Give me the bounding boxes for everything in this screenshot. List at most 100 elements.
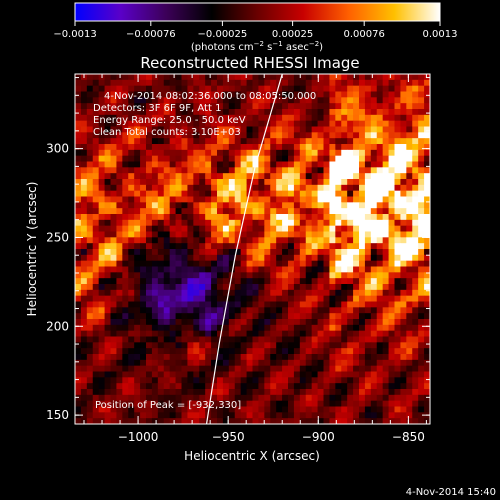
heatmap-pixel — [424, 138, 430, 145]
heatmap-pixel — [92, 103, 100, 110]
heatmap-pixel — [175, 219, 182, 227]
heatmap-pixel — [222, 365, 230, 372]
heatmap-pixel — [317, 330, 324, 337]
heatmap-pixel — [364, 278, 372, 285]
heatmap-pixel — [228, 412, 236, 419]
heatmap-pixel — [246, 319, 253, 326]
heatmap-pixel — [293, 324, 301, 332]
heatmap-pixel — [347, 126, 354, 133]
heatmap-pixel — [151, 307, 159, 314]
heatmap-pixel — [134, 231, 141, 238]
heatmap-pixel — [175, 74, 182, 81]
heatmap-pixel — [86, 412, 94, 419]
heatmap-pixel — [146, 278, 153, 285]
heatmap-pixel — [146, 365, 153, 372]
heatmap-pixel — [169, 103, 176, 110]
heatmap-pixel — [116, 254, 123, 262]
heatmap-pixel — [299, 167, 307, 174]
heatmap-pixel — [199, 231, 206, 238]
heatmap-pixel — [217, 126, 224, 133]
heatmap-pixel — [75, 260, 82, 267]
heatmap-pixel — [364, 389, 372, 396]
heatmap-pixel — [412, 418, 419, 424]
heatmap-pixel — [412, 231, 419, 238]
heatmap-pixel — [134, 354, 141, 361]
heatmap-pixel — [169, 167, 176, 174]
heatmap-pixel — [359, 120, 366, 127]
heatmap-pixel — [347, 190, 354, 197]
heatmap-pixel — [104, 365, 111, 372]
heatmap-pixel — [347, 109, 354, 116]
heatmap-pixel — [246, 237, 253, 244]
heatmap-pixel — [270, 214, 277, 221]
heatmap-pixel — [151, 348, 159, 355]
heatmap-pixel — [288, 196, 295, 203]
colorbar — [74, 2, 441, 22]
heatmap-pixel — [116, 389, 123, 396]
heatmap-pixel — [293, 179, 301, 186]
heatmap-pixel — [140, 412, 147, 419]
heatmap-pixel — [341, 359, 348, 367]
heatmap-pixel — [110, 173, 117, 180]
heatmap-pixel — [317, 301, 324, 308]
heatmap-pixel — [128, 91, 135, 98]
heatmap-pixel — [163, 289, 171, 297]
heatmap-pixel — [270, 371, 277, 378]
heatmap-pixel — [341, 79, 348, 87]
heatmap-pixel — [353, 225, 360, 232]
heatmap-pixel — [376, 114, 384, 122]
heatmap-pixel — [222, 184, 230, 192]
heatmap-pixel — [193, 155, 200, 162]
heatmap-pixel — [246, 109, 253, 116]
heatmap-pixel — [258, 383, 265, 390]
heatmap-pixel — [317, 272, 324, 279]
heatmap-pixel — [146, 126, 153, 133]
heatmap-pixel — [181, 377, 188, 384]
heatmap-pixel — [252, 243, 259, 250]
heatmap-pixel — [335, 114, 342, 122]
heatmap-pixel — [400, 202, 407, 209]
heatmap-pixel — [370, 406, 378, 413]
heatmap-pixel — [151, 412, 159, 419]
heatmap-pixel — [264, 412, 271, 419]
heatmap-pixel — [151, 120, 159, 127]
heatmap-pixel — [122, 155, 129, 162]
heatmap-pixel — [246, 231, 253, 238]
heatmap-pixel — [347, 324, 354, 332]
heatmap-pixel — [75, 179, 82, 186]
heatmap-pixel — [293, 278, 301, 285]
heatmap-pixel — [181, 359, 188, 367]
heatmap-pixel — [252, 155, 259, 162]
heatmap-pixel — [311, 389, 318, 396]
heatmap-pixel — [181, 371, 188, 378]
heatmap-pixel — [110, 91, 117, 98]
heatmap-pixel — [122, 348, 129, 355]
heatmap-pixel — [252, 336, 259, 343]
heatmap-pixel — [364, 249, 372, 256]
heatmap-pixel — [146, 400, 153, 407]
heatmap-pixel — [317, 155, 324, 162]
heatmap-pixel — [116, 190, 123, 197]
heatmap-pixel — [364, 138, 372, 145]
heatmap-pixel — [270, 138, 277, 145]
heatmap-pixel — [193, 214, 200, 221]
heatmap-pixel — [92, 254, 100, 262]
heatmap-pixel — [406, 278, 413, 285]
heatmap-pixel — [400, 406, 407, 413]
heatmap-pixel — [364, 202, 372, 209]
heatmap-pixel — [211, 149, 218, 157]
heatmap-pixel — [234, 179, 242, 186]
heatmap-pixel — [228, 260, 236, 267]
heatmap-pixel — [376, 219, 384, 227]
heatmap-pixel — [347, 272, 354, 279]
heatmap-pixel — [193, 412, 200, 419]
heatmap-pixel — [128, 149, 135, 157]
heatmap-pixel — [347, 74, 354, 81]
heatmap-pixel — [323, 266, 330, 273]
heatmap-pixel — [276, 342, 283, 349]
heatmap-pixel — [418, 219, 425, 227]
heatmap-pixel — [199, 348, 206, 355]
heatmap-pixel — [347, 196, 354, 203]
heatmap-pixel — [246, 260, 253, 267]
